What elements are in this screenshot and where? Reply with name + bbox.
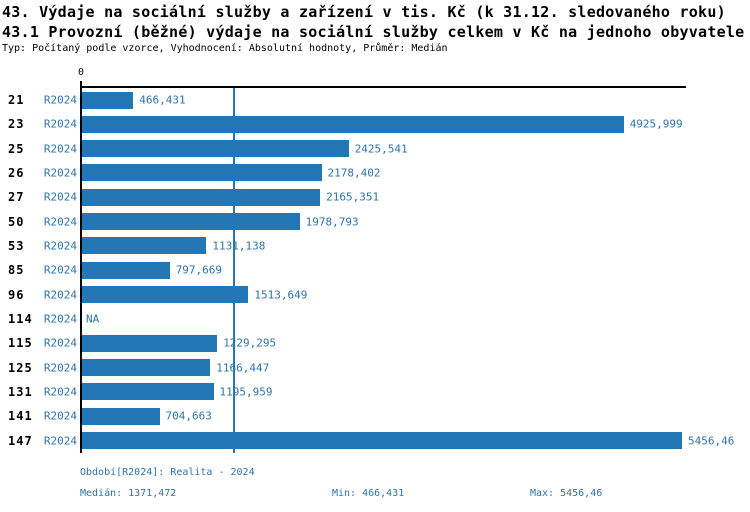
row-category-label: 26 xyxy=(8,166,25,181)
row-period-label: R2024 xyxy=(43,312,77,326)
chart-row: 21 R2024 466,431 xyxy=(0,88,750,112)
y-axis-line xyxy=(80,81,82,453)
row-category-label: 85 xyxy=(8,263,25,278)
bar-value-label: 797,669 xyxy=(175,263,223,277)
bar-value-label: 1131,138 xyxy=(212,239,266,253)
chart-title: 43. Výdaje na sociální služby a zařízení… xyxy=(2,3,726,21)
chart-row: 85 R2024 797,669 xyxy=(0,258,750,282)
median-gridline xyxy=(232,88,235,453)
legend-period: Období[R2024]: Realita - 2024 xyxy=(80,467,255,478)
chart-row: 25 R2024 2425,541 xyxy=(0,137,750,161)
bar xyxy=(82,91,134,109)
bar-value-label: 1513,649 xyxy=(254,288,308,302)
bar-value-label: 704,663 xyxy=(165,409,212,423)
bar-value-label: 2165,351 xyxy=(326,190,380,204)
row-period-label: R2024 xyxy=(43,239,77,253)
bar-value-label: 1195,959 xyxy=(219,385,273,399)
bar xyxy=(82,115,624,133)
bar-value-label: 1166,447 xyxy=(216,361,270,375)
bar xyxy=(82,213,300,231)
x-axis-zero-tick-label: 0 xyxy=(77,67,85,78)
row-period-label: R2024 xyxy=(43,336,77,350)
bar xyxy=(82,334,218,352)
stat-min: Min: 466,431 xyxy=(332,488,405,499)
bar-value-label: 1978,793 xyxy=(305,215,359,229)
row-period-label: R2024 xyxy=(43,288,77,302)
stat-max: Max: 5456,46 xyxy=(530,488,603,499)
bar-value-label: 2178,402 xyxy=(327,166,381,180)
chart-row: 147 R2024 5456,46 xyxy=(0,429,750,453)
bar xyxy=(82,407,160,425)
chart-row: 23 R2024 4925,999 xyxy=(0,112,750,136)
row-category-label: 50 xyxy=(8,214,25,229)
bar-value-label: 466,431 xyxy=(139,93,186,107)
bar-value-label: 5456,46 xyxy=(688,434,735,448)
row-category-label: 21 xyxy=(8,93,25,108)
row-category-label: 141 xyxy=(8,409,33,424)
row-period-label: R2024 xyxy=(43,93,77,107)
bar xyxy=(82,383,214,401)
bar xyxy=(82,164,322,182)
bar xyxy=(82,188,321,206)
chart-rows: 21 R2024 466,431 23 R2024 4925,999 25 R2024 2425… xyxy=(0,88,750,453)
chart-row: 26 R2024 2178,402 xyxy=(0,161,750,185)
row-category-label: 53 xyxy=(8,239,25,254)
bar xyxy=(82,261,170,279)
chart-top-border xyxy=(80,86,686,88)
chart-row: 115 R2024 1229,295 xyxy=(0,331,750,355)
bar xyxy=(82,432,682,450)
bar xyxy=(82,237,207,255)
stat-median: Medián: 1371,472 xyxy=(80,488,177,499)
chart-row: 125 R2024 1166,447 xyxy=(0,356,750,380)
chart-row: 27 R2024 2165,351 xyxy=(0,185,750,209)
chart-row: 141 R2024 704,663 xyxy=(0,404,750,428)
row-category-label: 23 xyxy=(8,117,25,132)
bar-value-label: NA xyxy=(86,312,100,326)
chart-row: 114 R2024 NA xyxy=(0,307,750,331)
row-period-label: R2024 xyxy=(43,117,77,131)
row-period-label: R2024 xyxy=(43,263,77,277)
bar xyxy=(82,359,211,377)
bar-value-label: 1229,295 xyxy=(223,336,277,350)
row-category-label: 125 xyxy=(8,360,33,375)
row-category-label: 131 xyxy=(8,385,33,400)
chart-row: 53 R2024 1131,138 xyxy=(0,234,750,258)
bar-value-label: 2425,541 xyxy=(354,142,408,156)
row-period-label: R2024 xyxy=(43,361,77,375)
bar xyxy=(82,286,249,304)
row-period-label: R2024 xyxy=(43,166,77,180)
chart-subtitle: 43.1 Provozní (běžné) výdaje na sociální… xyxy=(2,23,745,41)
row-category-label: 147 xyxy=(8,433,33,448)
bar-value-label: 4925,999 xyxy=(629,117,683,131)
row-period-label: R2024 xyxy=(43,409,77,423)
chart-row: 50 R2024 1978,793 xyxy=(0,210,750,234)
row-category-label: 96 xyxy=(8,287,25,302)
row-category-label: 27 xyxy=(8,190,25,205)
chart-row: 131 R2024 1195,959 xyxy=(0,380,750,404)
row-category-label: 114 xyxy=(8,312,33,327)
chart-meta-info: Typ: Počítaný podle vzorce, Vyhodnocení:… xyxy=(2,43,448,54)
row-period-label: R2024 xyxy=(43,434,77,448)
bar xyxy=(82,140,349,158)
row-period-label: R2024 xyxy=(43,142,77,156)
row-category-label: 25 xyxy=(8,141,25,156)
row-period-label: R2024 xyxy=(43,190,77,204)
row-category-label: 115 xyxy=(8,336,33,351)
chart-row: 96 R2024 1513,649 xyxy=(0,283,750,307)
row-period-label: R2024 xyxy=(43,385,77,399)
row-period-label: R2024 xyxy=(43,215,77,229)
